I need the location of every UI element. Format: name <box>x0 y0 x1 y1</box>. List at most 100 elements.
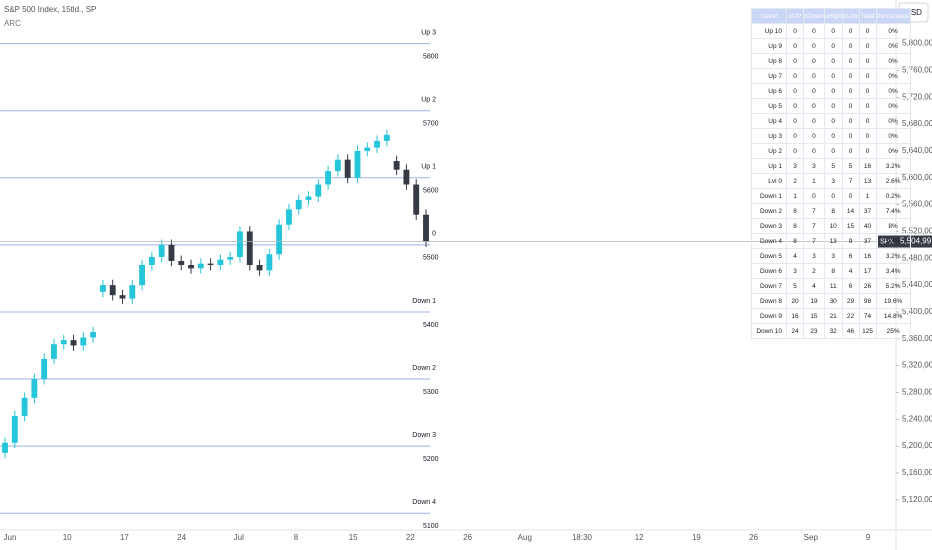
table-cell: 0 <box>823 68 843 84</box>
table-cell: 0 <box>786 143 804 159</box>
table-cell: 0 <box>841 128 860 144</box>
table-cell: 29 <box>841 293 860 309</box>
table-cell: 3.2% <box>875 248 911 264</box>
table-cell: 7.4% <box>875 233 911 249</box>
table-cell: 19 <box>803 293 825 309</box>
table-cell: 0 <box>786 23 804 39</box>
table-cell: 13 <box>858 173 877 189</box>
table-cell: 8 <box>823 203 843 219</box>
candle-body <box>188 265 194 269</box>
header-cell: Total <box>858 8 877 24</box>
table-cell: 0 <box>858 143 877 159</box>
table-cell: Up 2 <box>751 143 787 159</box>
table-cell: 0 <box>841 83 860 99</box>
x-tick-label: 26 <box>749 533 758 542</box>
table-row: Down 6 3 2 8 4 17 3.4% <box>751 263 911 279</box>
candle-body <box>256 265 263 271</box>
table-cell: 26 <box>858 278 877 294</box>
table-cell: 5 <box>823 158 843 174</box>
candle-body <box>158 244 165 257</box>
candle-body <box>178 260 185 265</box>
y-tick-label: 5,440,00 <box>902 280 932 289</box>
x-tick-label: 15 <box>349 533 358 542</box>
candle-body <box>60 340 67 345</box>
header-cell: xDown <box>803 8 825 24</box>
table-row: Up 1 3 3 5 5 16 3.2% <box>751 158 911 174</box>
candle-body <box>423 214 429 242</box>
table-row: Down 8 20 19 30 29 98 19.6% <box>751 293 911 309</box>
table-cell: 0 <box>858 128 877 144</box>
level-name: Down 1 <box>412 298 436 305</box>
table-cell: 8 <box>786 203 804 219</box>
table-cell: Up 5 <box>751 98 787 114</box>
x-tick-label: 19 <box>692 533 701 542</box>
table-cell: 0 <box>786 98 804 114</box>
table-cell: 0 <box>786 38 804 54</box>
table-cell: Down 7 <box>751 278 787 294</box>
table-cell: 6 <box>841 248 860 264</box>
candle-body <box>80 337 87 346</box>
table-cell: 2.6% <box>875 173 911 189</box>
table-cell: 0 <box>858 83 877 99</box>
x-tick-label: 22 <box>406 533 415 542</box>
table-cell: 0 <box>841 188 860 204</box>
table-cell: 0.2% <box>875 188 911 204</box>
table-cell: Down 2 <box>751 203 787 219</box>
table-row: Up 2 0 0 0 0 0 0% <box>751 143 911 159</box>
table-cell: 3.4% <box>875 263 911 279</box>
candle-body <box>413 184 420 215</box>
table-cell: 0 <box>803 83 825 99</box>
candle-body <box>109 285 116 296</box>
level-name: Down 3 <box>412 432 436 439</box>
table-cell: 0 <box>803 53 825 69</box>
table-row: Down 4 8 7 13 9 37 7.4% <box>751 233 911 249</box>
table-cell: Lvl 0 <box>751 173 787 189</box>
candle-body <box>364 147 371 151</box>
table-cell: 24 <box>786 323 804 339</box>
table-cell: 15 <box>841 218 860 234</box>
table-cell: Up 6 <box>751 83 787 99</box>
y-tick-label: 5,400,00 <box>902 307 932 316</box>
table-row: Up 10 0 0 0 0 0 0% <box>751 23 911 39</box>
table-cell: 0 <box>823 23 843 39</box>
y-tick-label: 5,320,00 <box>902 361 932 370</box>
candle-body <box>99 285 106 292</box>
table-cell: 0 <box>803 68 825 84</box>
candle-body <box>227 256 234 260</box>
y-tick-label: 5,680,00 <box>902 119 932 128</box>
table-cell: 0 <box>858 113 877 129</box>
table-cell: 2 <box>786 173 804 189</box>
candle-body <box>21 397 28 416</box>
table-cell: 1 <box>786 188 804 204</box>
table-cell: 0 <box>823 113 843 129</box>
table-row: Down 9 16 15 21 22 74 14.8% <box>751 308 911 324</box>
table-row: Down 1 1 0 0 0 1 0.2% <box>751 188 911 204</box>
candle-body <box>51 344 57 359</box>
table-cell: 7 <box>803 203 825 219</box>
x-tick-label: 9 <box>866 533 871 542</box>
header-cell: xHigh <box>823 8 843 24</box>
candle-body <box>325 171 332 185</box>
table-cell: 16 <box>786 308 804 324</box>
table-cell: 0% <box>875 23 911 39</box>
level-value: 5500 <box>423 255 439 262</box>
candle-body <box>285 209 292 225</box>
table-cell: 32 <box>823 323 843 339</box>
table-cell: Down 6 <box>751 263 787 279</box>
candle-body <box>217 259 224 265</box>
candle-body <box>266 254 273 271</box>
table-cell: 0% <box>875 38 911 54</box>
candle-body <box>41 358 48 380</box>
table-cell: 8 <box>786 233 804 249</box>
level-name: Up 2 <box>421 97 436 104</box>
y-tick-label: 5,280,00 <box>902 388 932 397</box>
table-cell: 3.2% <box>875 158 911 174</box>
table-cell: Down 10 <box>751 323 787 339</box>
table-cell: Down 9 <box>751 308 787 324</box>
table-cell: 0% <box>875 113 911 129</box>
candle-body <box>11 415 18 443</box>
currency-label[interactable]: USD <box>905 8 922 17</box>
table-cell: 14 <box>841 203 860 219</box>
level-name: Up 3 <box>421 29 436 36</box>
